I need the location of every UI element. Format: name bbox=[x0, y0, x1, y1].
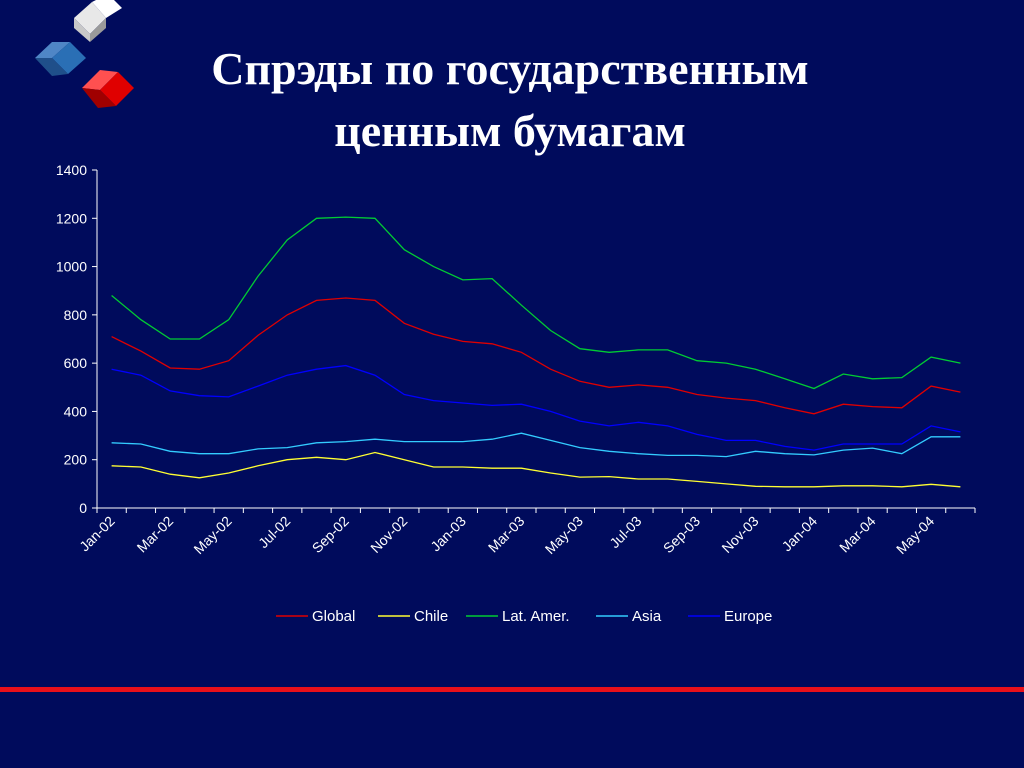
x-tick-label: Jul-02 bbox=[255, 513, 293, 551]
blue-cube-icon bbox=[35, 42, 86, 76]
chart-legend: Global Chile Lat. Amer. Asia Europe bbox=[276, 608, 772, 625]
x-tick-label: Sep-03 bbox=[660, 513, 703, 556]
y-tick-label: 400 bbox=[64, 403, 88, 419]
title-line-2: ценным бумагам bbox=[334, 105, 686, 156]
y-axis-ticks: 0 200 400 600 800 1000 1200 1400 bbox=[56, 162, 97, 516]
x-tick-label: Mar-02 bbox=[134, 513, 177, 556]
x-tick-label: Sep-02 bbox=[309, 513, 352, 556]
legend-label: Asia bbox=[632, 608, 662, 625]
x-tick-label: Mar-04 bbox=[836, 513, 879, 556]
x-tick-label: Jan-04 bbox=[779, 513, 821, 555]
slide-title: Спрэды по государственным ценным бумагам bbox=[130, 38, 890, 162]
x-tick-label: May-02 bbox=[190, 513, 234, 557]
series-line-chile bbox=[111, 451, 961, 488]
y-tick-label: 1200 bbox=[56, 210, 87, 226]
footer-divider bbox=[0, 687, 1024, 692]
white-cube-icon bbox=[74, 0, 122, 42]
y-tick-label: 1000 bbox=[56, 259, 87, 275]
legend-label: Chile bbox=[414, 608, 448, 625]
chart-axes bbox=[96, 170, 975, 509]
title-line-1: Спрэды по государственным bbox=[211, 43, 809, 94]
red-cube-icon bbox=[82, 70, 134, 108]
y-tick-label: 800 bbox=[64, 307, 88, 323]
x-tick-label: May-03 bbox=[542, 513, 586, 557]
series-line-asia bbox=[111, 432, 961, 458]
series-line-lat-amer bbox=[111, 216, 961, 390]
x-tick-label: Nov-02 bbox=[367, 513, 410, 556]
x-tick-label: Jul-03 bbox=[606, 513, 644, 551]
y-tick-label: 600 bbox=[64, 355, 88, 371]
x-tick-label: Mar-03 bbox=[485, 513, 528, 556]
legend-label: Global bbox=[312, 608, 355, 625]
legend-label: Lat. Amer. bbox=[502, 608, 570, 625]
legend-label: Europe bbox=[724, 608, 772, 625]
x-tick-label: May-04 bbox=[893, 513, 937, 557]
spreads-line-chart: 0 200 400 600 800 1000 1200 1400 Jan-02 Mar-02 Ma… bbox=[56, 162, 976, 625]
x-axis-ticks: Jan-02 Mar-02 May-02 Jul-02 Sep-02 Nov-02 Jan-… bbox=[76, 508, 976, 557]
x-tick-label: Jan-02 bbox=[76, 513, 118, 555]
y-tick-label: 200 bbox=[64, 452, 88, 468]
chart-series bbox=[111, 216, 961, 488]
series-line-global bbox=[111, 297, 961, 415]
x-tick-label: Nov-03 bbox=[718, 513, 761, 556]
cubes-logo bbox=[35, 0, 134, 108]
series-line-europe bbox=[111, 364, 961, 451]
x-tick-label: Jan-03 bbox=[427, 513, 469, 555]
y-tick-label: 1400 bbox=[56, 162, 87, 178]
y-tick-label: 0 bbox=[79, 500, 87, 516]
